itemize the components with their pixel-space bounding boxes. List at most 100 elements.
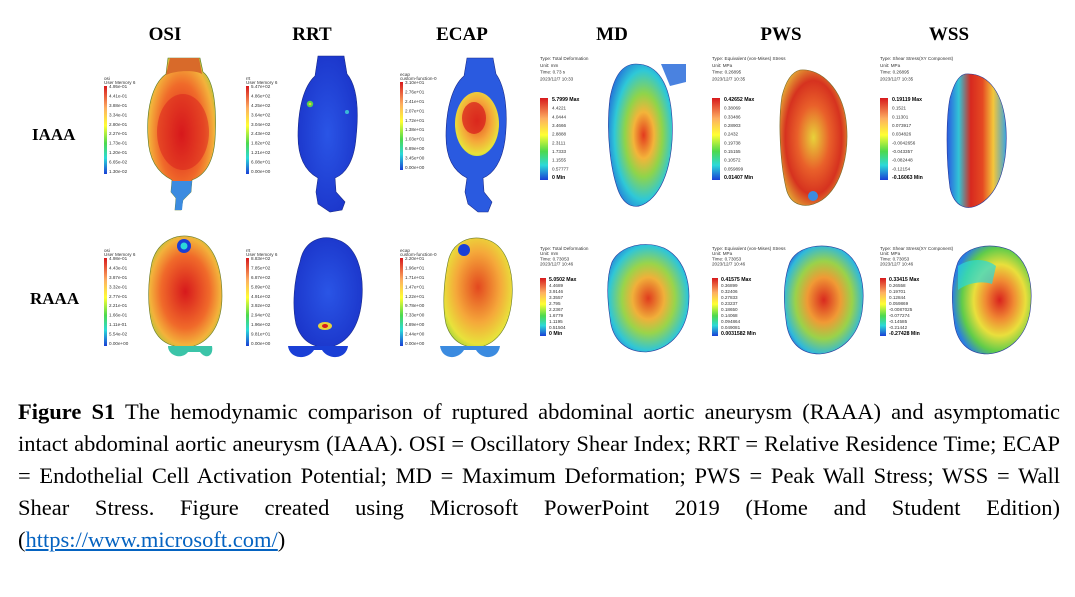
legend-value: 0.10572 xyxy=(724,158,741,163)
raaa-wss-legend: Type: Shear Stress(XY Component)Unit: MP… xyxy=(880,246,954,337)
legend-value: 0.00e+00 xyxy=(405,165,425,170)
legend-value: 3.10e+01 xyxy=(405,80,425,85)
legend-value: 0.33486 xyxy=(724,114,741,119)
legend-header-line: 2023/12/7 10:35 xyxy=(712,76,746,81)
legend-value: 2.77e-01 xyxy=(109,294,128,299)
legend-value: 0.19701 xyxy=(889,289,906,294)
legend-quantity: custom-function-0 xyxy=(400,252,437,257)
legend-value: 0.51504 xyxy=(549,325,566,330)
legend-value: 2.2367 xyxy=(549,307,563,312)
iaaa-wss-model xyxy=(946,73,1007,208)
legend-value: 1.71e+01 xyxy=(405,275,425,280)
legend-value: 4.91e+02 xyxy=(251,294,271,299)
iaaa-pws-model xyxy=(779,69,848,206)
legend-header-line: Time: 0.26895 xyxy=(712,70,742,75)
legend-value: 0.15155 xyxy=(724,149,741,154)
legend-value: 0.42652 Max xyxy=(724,97,754,103)
legend-colorbar xyxy=(712,98,720,180)
legend-value: 6.87e+02 xyxy=(251,275,271,280)
legend-value: 9.81e+01 xyxy=(251,332,271,337)
legend-value: 0.23237 xyxy=(721,301,738,306)
legend-value: 3.45e+00 xyxy=(405,156,425,161)
legend-name: rrt xyxy=(246,248,251,253)
figure-svg: OSI RRT ECAP MD PWS WSS IAAA RAAA xyxy=(30,24,1032,358)
legend-value: 9.78e+00 xyxy=(405,303,425,308)
legend-value: -0.0042656 xyxy=(892,140,916,145)
legend-name: osi xyxy=(104,76,110,81)
microsoft-link[interactable]: https://www.microsoft.com/ xyxy=(25,527,278,552)
legend-value: 1.73e-01 xyxy=(109,141,128,146)
legend-value: 2.94e+02 xyxy=(251,313,271,318)
legend-value: 3.9146 xyxy=(549,289,563,294)
raaa-pws-model xyxy=(784,245,864,355)
legend-value: 4.41e-01 xyxy=(109,93,128,98)
legend-value: 4.89e+00 xyxy=(405,322,425,327)
caption-label: Figure S1 xyxy=(18,399,116,424)
legend-value: 3.3557 xyxy=(549,295,563,300)
legend-value: 0.28903 xyxy=(724,123,741,128)
legend-value: 1.20e-01 xyxy=(109,150,128,155)
raaa-osi-model xyxy=(148,235,223,357)
iaaa-ecap-model xyxy=(445,57,507,213)
legend-colorbar xyxy=(400,258,403,346)
legend-quantity: User Memory 6 xyxy=(104,252,136,257)
legend-name: ecap xyxy=(400,72,410,77)
legend-value: 5.54e-02 xyxy=(109,332,128,337)
legend-value: 3.87e-01 xyxy=(109,275,128,280)
legend-value: 3.04e+02 xyxy=(251,122,271,127)
legend-value: -0.16063 Min xyxy=(892,175,923,181)
legend-value: 3.34e-01 xyxy=(109,112,128,117)
legend-value: 2.795 xyxy=(549,301,561,306)
figure-caption: Figure S1 The hemodynamic comparison of … xyxy=(18,396,1060,556)
legend-value: 1.66e-01 xyxy=(109,313,128,318)
legend-value: 0.2432 xyxy=(724,132,738,137)
legend-header-line: Time: 0.26895 xyxy=(880,70,910,75)
legend-value: 0.14068 xyxy=(721,313,738,318)
iaaa-md-model xyxy=(608,63,686,207)
iaaa-wss-legend: Type: Shear Stress(XY Component) Unit: MP… xyxy=(880,56,954,181)
legend-header-line: 2023/12/7 10:46 xyxy=(712,262,746,267)
legend-value: 1.03e+01 xyxy=(405,137,425,142)
legend-value: -0.14585 xyxy=(889,319,908,324)
legend-header-line: Type: Equivalent (von-Mises) Stress xyxy=(712,246,786,251)
legend-header-line: Unit: MPa xyxy=(712,251,733,256)
legend-value: 1.7333 xyxy=(552,149,566,154)
legend-colorbar xyxy=(400,82,403,170)
legend-value: 0.1521 xyxy=(892,106,906,111)
legend-header-line: Unit: MPa xyxy=(880,251,901,256)
col-header-osi: OSI xyxy=(149,24,182,45)
legend-value: 1.22e+01 xyxy=(405,294,425,299)
legend-header-line: Time: 0.73053 xyxy=(880,256,910,261)
legend-value: 4.4689 xyxy=(549,283,563,288)
raaa-pws-legend: Type: Equivalent (von-Mises) StressUnit:… xyxy=(712,246,786,337)
legend-colorbar xyxy=(104,258,107,346)
legend-value: 3.88e-01 xyxy=(109,103,128,108)
legend-value: 3.64e+02 xyxy=(251,112,271,117)
legend-value: 0.18650 xyxy=(721,307,738,312)
col-header-ecap: ECAP xyxy=(436,24,488,45)
legend-value: 6.65e-02 xyxy=(109,160,128,165)
legend-value: 4.25e+02 xyxy=(251,103,271,108)
legend-value: 0.0031582 Min xyxy=(721,331,756,337)
legend-value: -0.0087025 xyxy=(889,307,913,312)
legend-value: -0.077274 xyxy=(889,313,910,318)
legend-value: 0.26558 xyxy=(889,283,906,288)
iaaa-pws-legend: Type: Equivalent (von-Mises) Stress Unit:… xyxy=(712,56,786,181)
legend-value: 0.073917 xyxy=(892,123,912,128)
legend-value: 0.57777 xyxy=(552,166,569,171)
row-label-iaaa: IAAA xyxy=(32,125,76,144)
legend-header-line: 2023/12/7 10:33 xyxy=(540,76,574,81)
legend-header-line: 2023/12/7 10:46 xyxy=(540,262,574,267)
iaaa-osi-model xyxy=(147,57,216,211)
legend-value: 0 Min xyxy=(552,175,565,181)
legend-value: 3.92e+02 xyxy=(251,303,271,308)
legend-value: 2.21e-01 xyxy=(109,303,128,308)
legend-value: 5.7999 Max xyxy=(552,97,580,103)
legend-value: 7.85e+02 xyxy=(251,265,271,270)
legend-value: 7.33e+00 xyxy=(405,313,425,318)
legend-value: 8.83e+02 xyxy=(251,256,271,261)
legend-value: -0.27428 Min xyxy=(889,331,920,337)
